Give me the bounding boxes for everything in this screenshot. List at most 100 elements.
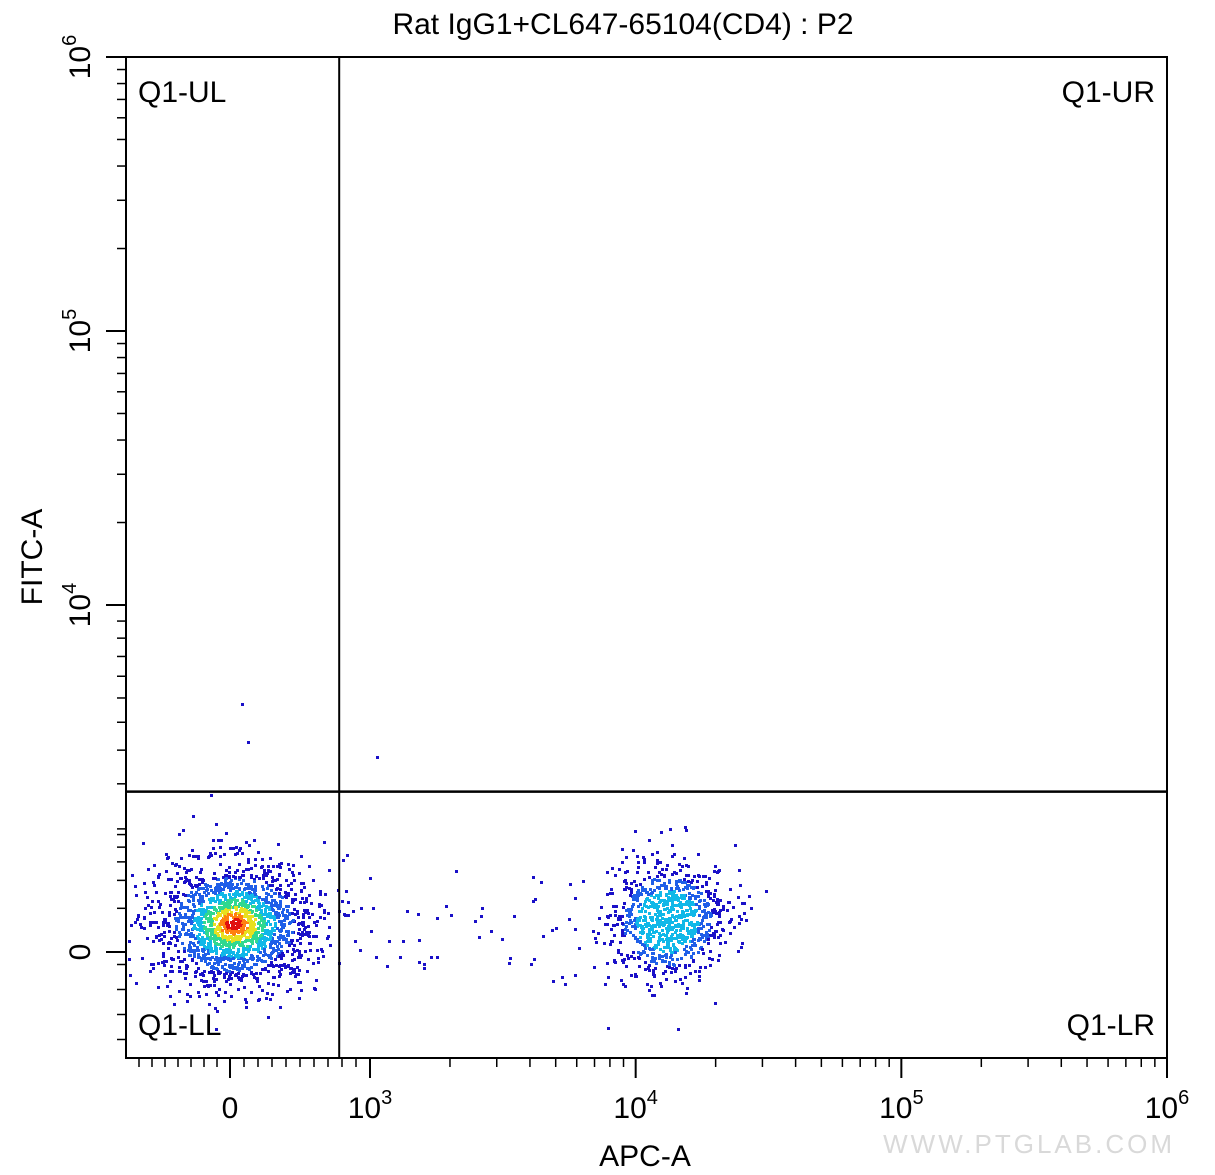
event-dot [609, 892, 612, 895]
event-dot [269, 998, 272, 1001]
event-dot [623, 934, 626, 937]
event-dot [223, 925, 226, 928]
event-dot [317, 961, 320, 964]
event-dot [259, 951, 262, 954]
event-dot [255, 909, 258, 912]
event-dot [650, 894, 653, 897]
event-dot [430, 956, 433, 959]
event-dot [181, 922, 184, 925]
event-dot [137, 914, 140, 917]
event-dot [170, 965, 173, 968]
event-dot [627, 957, 630, 960]
event-dot [685, 874, 688, 877]
event-dot [674, 931, 677, 934]
event-dot [149, 912, 152, 915]
event-dot [683, 903, 686, 906]
event-dot [213, 917, 216, 920]
event-dot [240, 935, 243, 938]
event-dot [284, 891, 287, 894]
event-dot [651, 879, 654, 882]
event-dot [707, 903, 710, 906]
event-dot [250, 874, 253, 877]
event-dot [185, 967, 188, 970]
event-dot [708, 934, 711, 937]
event-dot [691, 944, 694, 947]
event-dot [242, 870, 245, 873]
event-dot [211, 956, 214, 959]
event-dot [298, 928, 301, 931]
event-dot [289, 988, 292, 991]
event-dot [698, 975, 701, 978]
event-dot [686, 919, 689, 922]
event-dot [153, 911, 156, 914]
event-dot [652, 973, 655, 976]
event-dot [320, 904, 323, 907]
event-dot [162, 924, 165, 927]
event-dot [209, 946, 212, 949]
event-dot [247, 904, 250, 907]
event-dot [286, 910, 289, 913]
event-dot [257, 950, 260, 953]
event-dot [146, 937, 149, 940]
event-dot [143, 882, 146, 885]
event-dot [249, 902, 252, 905]
event-dot [253, 891, 256, 894]
event-dot [190, 868, 193, 871]
event-dot [182, 916, 185, 919]
event-dot [697, 939, 700, 942]
event-dot [205, 928, 208, 931]
event-dot [665, 953, 668, 956]
event-dot [716, 923, 719, 926]
event-dot [215, 967, 218, 970]
event-dot [212, 839, 215, 842]
event-dot [719, 909, 722, 912]
event-dot [672, 943, 675, 946]
event-dot [687, 913, 690, 916]
event-dot [673, 916, 676, 919]
event-dot [299, 981, 302, 984]
event-dot [187, 909, 190, 912]
event-dot [653, 878, 656, 881]
event-dot [221, 952, 224, 955]
event-dot [266, 913, 269, 916]
event-dot [633, 880, 636, 883]
y-tick-label: 0 [64, 944, 97, 961]
event-dot [302, 924, 305, 927]
event-dot [174, 885, 177, 888]
event-dot [207, 892, 210, 895]
event-dot [630, 891, 633, 894]
event-dot [287, 905, 290, 908]
event-dot [197, 916, 200, 919]
event-dot [219, 887, 222, 890]
event-dot [219, 863, 222, 866]
event-dot [174, 864, 177, 867]
event-dot [200, 900, 203, 903]
event-dot [280, 968, 283, 971]
event-dot [233, 962, 236, 965]
event-dot [214, 945, 217, 948]
event-dot [255, 972, 258, 975]
event-dot [625, 965, 628, 968]
event-dot [315, 979, 318, 982]
event-dot [740, 946, 743, 949]
event-dot [287, 930, 290, 933]
event-dot [292, 874, 295, 877]
event-dot [253, 878, 256, 881]
event-dot [224, 935, 227, 938]
event-dot [592, 930, 595, 933]
event-dot [178, 912, 181, 915]
event-dot [318, 905, 321, 908]
event-dot [658, 932, 661, 935]
event-dot [692, 910, 695, 913]
event-dot [200, 904, 203, 907]
event-dot [667, 925, 670, 928]
event-dot [214, 931, 217, 934]
event-dot [197, 956, 200, 959]
event-dot [191, 914, 194, 917]
event-dot [641, 930, 644, 933]
event-dot [305, 900, 308, 903]
event-dot [688, 884, 691, 887]
event-dot [253, 905, 256, 908]
event-dot [260, 911, 263, 914]
event-dot [656, 851, 659, 854]
